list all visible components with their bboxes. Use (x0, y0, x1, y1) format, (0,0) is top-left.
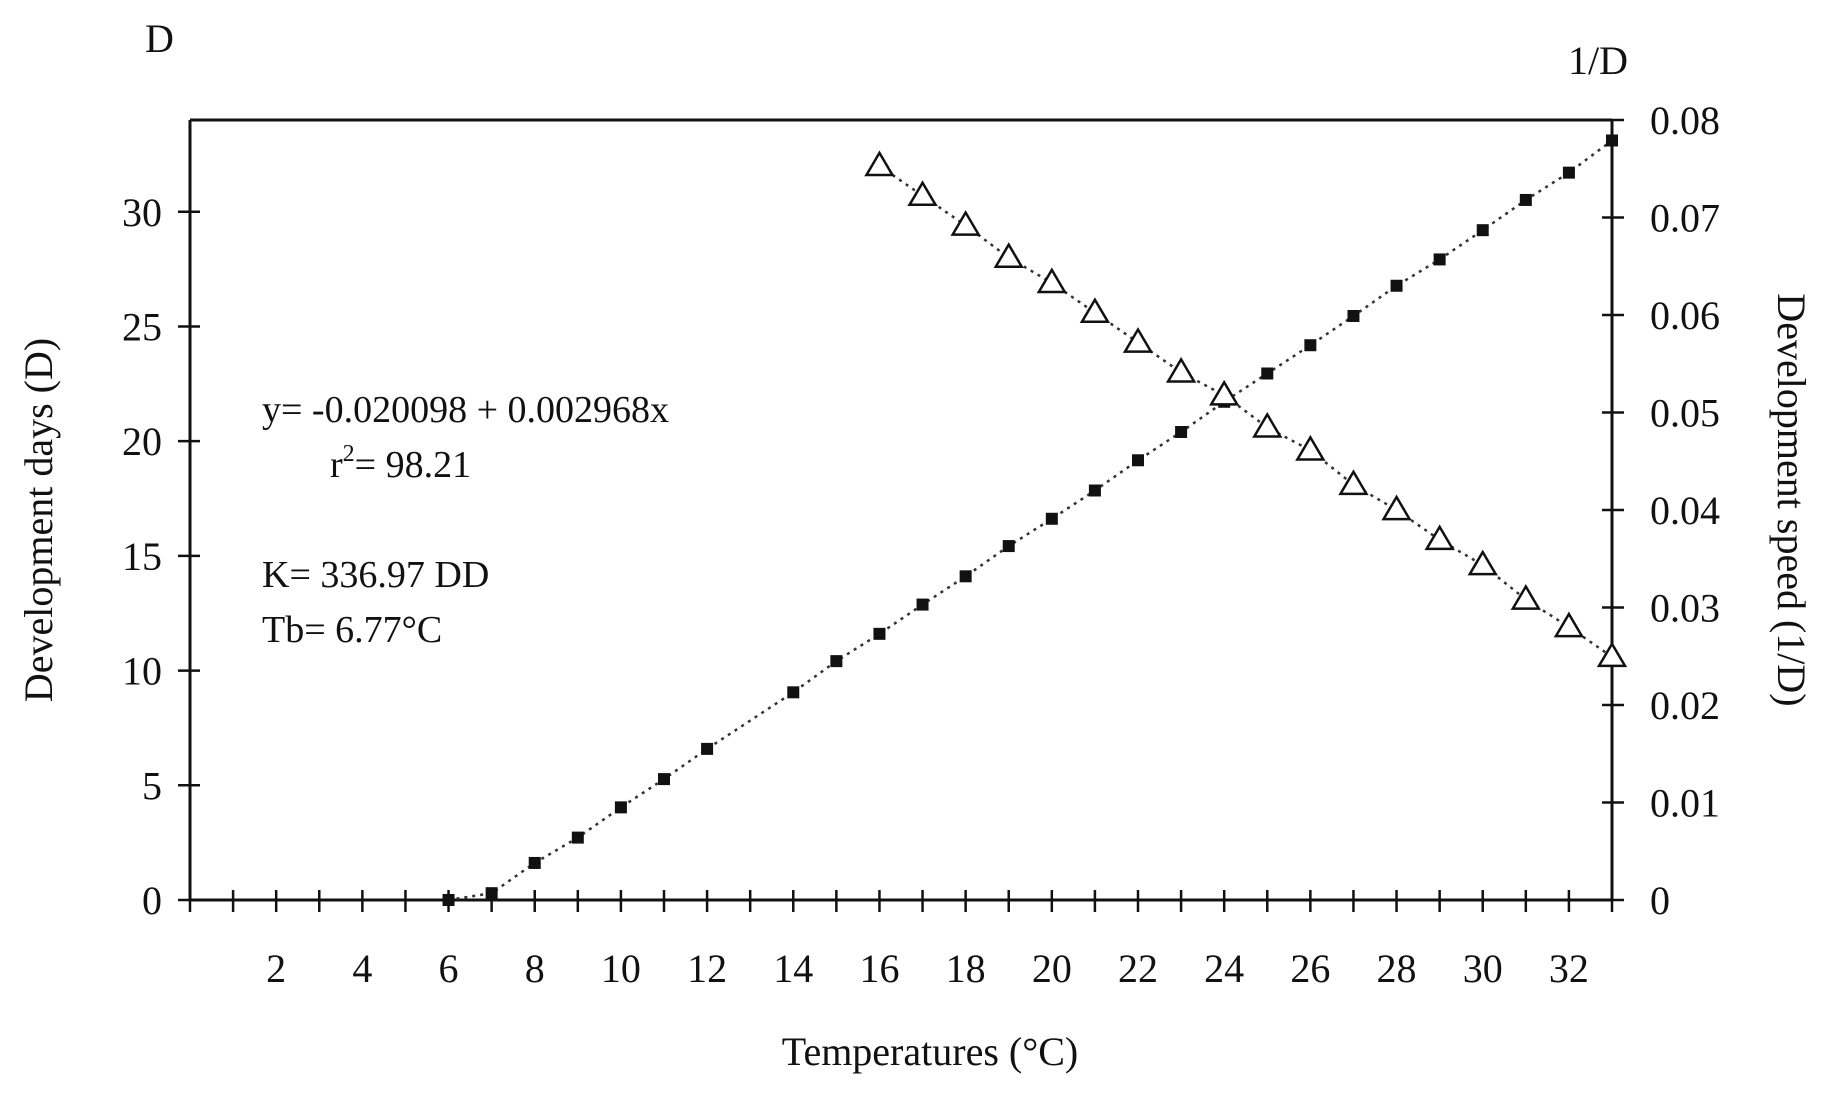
right-y-tick-label: 0.02 (1650, 683, 1720, 728)
x-tick-label: 10 (601, 946, 641, 991)
days-data-point (1424, 524, 1455, 551)
speed-data-point (959, 570, 972, 583)
x-tick-label: 26 (1290, 946, 1330, 991)
speed-data-point (1175, 426, 1188, 438)
r-squared-prefix: r (330, 444, 343, 486)
x-tick-label: 32 (1549, 946, 1589, 991)
x-tick-label: 20 (1032, 946, 1072, 991)
days-data-point (993, 242, 1024, 268)
speed-data-point (1433, 253, 1446, 266)
right-y-tick-label: 0.01 (1650, 781, 1720, 826)
speed-trend-line (448, 139, 1613, 902)
series-marks (442, 134, 1628, 906)
days-data-point (1252, 411, 1283, 438)
right-y-tick-label: 0.06 (1650, 293, 1720, 338)
left-y-tick-label: 5 (142, 763, 162, 808)
right-y-tick-label: 0.03 (1650, 586, 1720, 631)
regression-equation: y= -0.020098 + 0.002968x (262, 389, 669, 431)
speed-data-point (701, 742, 714, 755)
trend-lines (448, 139, 1613, 902)
x-axis-ticks: 2 4 6 8 10 12 14 16 18 20 22 24 26 28 30 32 (188, 890, 1614, 991)
x-tick-label: 24 (1204, 946, 1244, 991)
speed-data-point (1088, 484, 1101, 497)
right-y-tick-label: 0.05 (1650, 391, 1720, 436)
left-y-tick-label: 20 (122, 419, 162, 464)
days-data-point (1295, 434, 1326, 461)
days-data-point (1510, 584, 1542, 610)
right-y-tick-label: 0.08 (1650, 98, 1720, 143)
right-axis-symbol: 1/D (1568, 38, 1628, 83)
days-trend-line (878, 164, 1613, 658)
speed-data-point (830, 655, 843, 668)
left-axis-symbol: D (145, 16, 174, 61)
speed-data-point (1304, 339, 1317, 352)
left-y-tick-label: 30 (122, 190, 162, 235)
x-tick-label: 14 (773, 946, 813, 991)
days-data-point (1381, 494, 1412, 521)
speed-data-point (1562, 166, 1575, 179)
left-y-tick-label: 0 (142, 878, 162, 923)
x-tick-label: 12 (687, 946, 727, 991)
left-y-tick-label: 10 (122, 649, 162, 694)
x-tick-label: 22 (1118, 946, 1158, 991)
x-tick-label: 6 (439, 946, 459, 991)
speed-data-point (787, 686, 800, 699)
days-data-point (1079, 297, 1111, 324)
x-tick-label: 16 (859, 946, 899, 991)
x-tick-label: 28 (1377, 946, 1417, 991)
speed-data-point (485, 887, 498, 900)
r-squared-exponent: 2 (343, 441, 355, 467)
x-tick-label: 8 (525, 946, 545, 991)
days-data-point (1208, 379, 1240, 406)
days-data-point (950, 210, 981, 236)
days-data-point (1338, 469, 1369, 496)
x-axis-title: Temperatures (°C) (782, 1029, 1078, 1074)
days-data-point (864, 150, 895, 177)
days-data-point (1553, 611, 1585, 638)
speed-data-point (1476, 224, 1489, 237)
left-y-axis-ticks: 0 5 10 15 20 25 30 (122, 190, 200, 923)
tb-value: Tb= 6.77°C (262, 609, 442, 651)
x-tick-label: 30 (1463, 946, 1503, 991)
speed-data-point (442, 894, 455, 906)
r-squared-value: = 98.21 (355, 444, 471, 486)
k-value: K= 336.97 DD (262, 554, 489, 596)
speed-data-point (1347, 309, 1360, 322)
speed-data-point (1002, 540, 1015, 553)
x-tick-label: 18 (946, 946, 986, 991)
days-data-point (1036, 267, 1068, 294)
left-y-tick-label: 25 (122, 304, 162, 349)
speed-data-point (1519, 193, 1532, 206)
speed-data-point (873, 627, 886, 640)
speed-data-point (1261, 367, 1274, 380)
right-y-tick-label: 0.07 (1650, 196, 1720, 241)
days-data-point (1596, 641, 1628, 668)
right-y-tick-label: 0 (1650, 878, 1670, 923)
speed-data-point (1390, 279, 1403, 292)
x-tick-label: 2 (266, 946, 286, 991)
speed-data-point (658, 773, 670, 786)
speed-data-point (614, 801, 627, 814)
x-tick-label: 4 (352, 946, 372, 991)
speed-data-point (1132, 454, 1144, 467)
speed-data-point (528, 856, 541, 869)
speed-data-point (1606, 134, 1618, 147)
right-y-axis-ticks: 0 0.01 0.02 0.03 0.04 0.05 0.06 0.07 0.08 (1602, 98, 1720, 923)
speed-data-point (571, 831, 584, 844)
speed-data-point (916, 598, 929, 611)
days-data-point (1122, 327, 1154, 353)
left-y-tick-label: 15 (122, 534, 162, 579)
days-data-point (1467, 549, 1498, 576)
days-data-point (1165, 356, 1197, 383)
speed-data-point (1045, 512, 1058, 525)
right-y-tick-label: 0.04 (1650, 488, 1720, 533)
days-data-point (907, 180, 938, 207)
left-y-axis-title: Development days (D) (16, 338, 61, 702)
r-squared: r2= 98.21 (330, 441, 471, 486)
right-y-axis-title: Development speed (1/D) (1769, 293, 1814, 706)
